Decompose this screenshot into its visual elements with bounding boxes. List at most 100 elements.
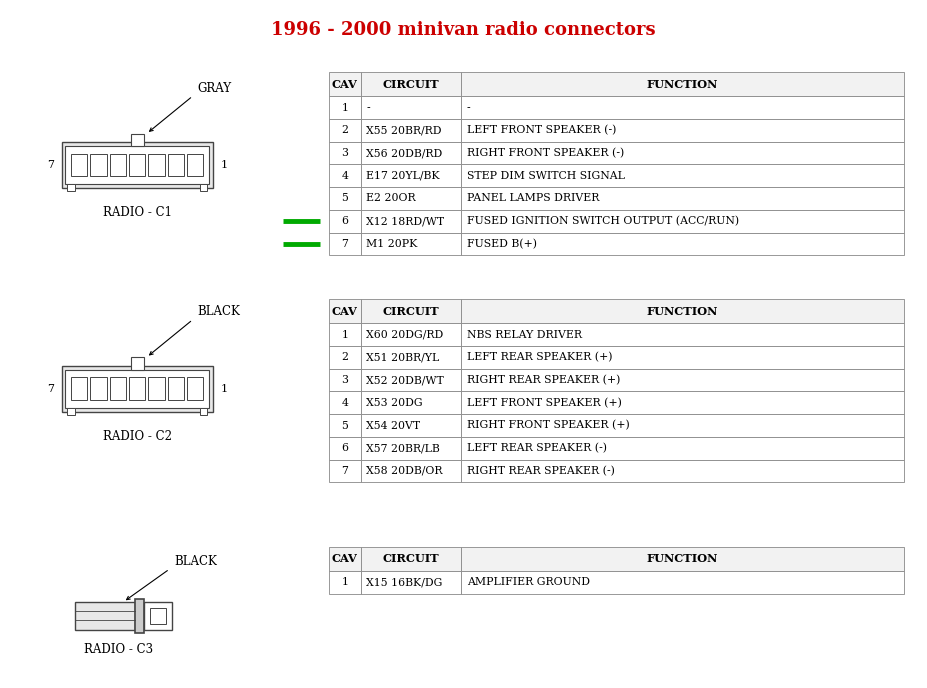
Bar [361, 346, 462, 369]
Text: RADIO - C3: RADIO - C3 [84, 643, 153, 656]
Bar [187, 153, 203, 176]
Bar [462, 164, 904, 187]
Text: E2 20OR: E2 20OR [366, 193, 416, 204]
Bar [361, 369, 462, 391]
Text: X55 20BR/RD: X55 20BR/RD [366, 125, 442, 136]
Text: RADIO - C1: RADIO - C1 [103, 206, 171, 219]
Bar [65, 146, 209, 184]
Bar [109, 153, 126, 176]
Bar [329, 210, 361, 233]
Text: GRAY: GRAY [197, 82, 232, 94]
Bar [462, 571, 904, 594]
Text: 1996 - 2000 minivan radio connectors: 1996 - 2000 minivan radio connectors [272, 21, 655, 39]
Bar [61, 366, 212, 411]
Text: 7: 7 [47, 384, 54, 394]
Text: NBS RELAY DRIVER: NBS RELAY DRIVER [467, 330, 582, 340]
Bar [67, 407, 74, 414]
Text: STEP DIM SWITCH SIGNAL: STEP DIM SWITCH SIGNAL [467, 171, 625, 181]
Bar [462, 414, 904, 437]
Bar [329, 414, 361, 437]
Bar [168, 377, 184, 400]
Bar [462, 187, 904, 210]
Bar [462, 210, 904, 233]
Bar [329, 72, 361, 96]
Bar [361, 391, 462, 414]
Bar [65, 370, 209, 407]
Text: X51 20BR/YL: X51 20BR/YL [366, 352, 439, 363]
Bar [329, 437, 361, 460]
Bar [462, 391, 904, 414]
Bar [361, 437, 462, 460]
Bar [329, 547, 361, 571]
Text: -: - [366, 103, 370, 113]
Bar [329, 571, 361, 594]
Text: X12 18RD/WT: X12 18RD/WT [366, 216, 444, 226]
Text: 7: 7 [341, 239, 349, 249]
Bar [462, 233, 904, 255]
Bar [90, 377, 107, 400]
Text: 5: 5 [341, 420, 349, 431]
Bar [329, 164, 361, 187]
Text: RIGHT REAR SPEAKER (+): RIGHT REAR SPEAKER (+) [467, 375, 620, 385]
Text: E17 20YL/BK: E17 20YL/BK [366, 171, 440, 181]
Text: FUNCTION: FUNCTION [647, 306, 718, 316]
Text: CIRCUIT: CIRCUIT [383, 554, 439, 564]
Bar [361, 233, 462, 255]
Bar [462, 72, 904, 96]
Text: 7: 7 [47, 160, 54, 170]
Text: CIRCUIT: CIRCUIT [383, 79, 439, 89]
Bar [361, 187, 462, 210]
Bar [61, 142, 212, 188]
Bar [329, 391, 361, 414]
Text: X58 20DB/OR: X58 20DB/OR [366, 466, 443, 476]
Text: LEFT FRONT SPEAKER (-): LEFT FRONT SPEAKER (-) [467, 125, 616, 136]
Text: -: - [467, 103, 471, 113]
Text: FUSED B(+): FUSED B(+) [467, 239, 537, 249]
Bar [329, 460, 361, 482]
Bar [361, 460, 462, 482]
Bar [329, 323, 361, 346]
Text: LEFT FRONT SPEAKER (+): LEFT FRONT SPEAKER (+) [467, 398, 622, 408]
Text: CAV: CAV [332, 554, 358, 564]
Bar [361, 72, 462, 96]
Text: 4: 4 [341, 398, 349, 408]
Bar [329, 187, 361, 210]
Bar [131, 133, 144, 146]
Text: 1: 1 [220, 160, 227, 170]
Bar [462, 460, 904, 482]
Bar [70, 377, 87, 400]
Bar [131, 358, 144, 370]
Bar [199, 407, 207, 414]
Bar [361, 323, 462, 346]
Text: 5: 5 [341, 193, 349, 204]
Bar [329, 299, 361, 323]
Text: 3: 3 [341, 148, 349, 158]
Text: X54 20VT: X54 20VT [366, 420, 420, 431]
Bar [199, 184, 207, 191]
Text: X56 20DB/RD: X56 20DB/RD [366, 148, 442, 158]
Bar [74, 602, 135, 630]
Bar [329, 96, 361, 119]
Text: X57 20BR/LB: X57 20BR/LB [366, 443, 440, 453]
Text: 2: 2 [341, 125, 349, 136]
Bar [329, 142, 361, 164]
Text: LEFT REAR SPEAKER (+): LEFT REAR SPEAKER (+) [467, 352, 613, 363]
Bar [67, 184, 74, 191]
Text: 1: 1 [341, 103, 349, 113]
Text: CIRCUIT: CIRCUIT [383, 306, 439, 316]
Bar [462, 547, 904, 571]
Text: X60 20DG/RD: X60 20DG/RD [366, 330, 443, 340]
Bar [361, 119, 462, 142]
Bar [148, 377, 165, 400]
Bar [361, 210, 462, 233]
Text: FUSED IGNITION SWITCH OUTPUT (ACC/RUN): FUSED IGNITION SWITCH OUTPUT (ACC/RUN) [467, 216, 739, 226]
Bar [462, 323, 904, 346]
Text: 6: 6 [341, 216, 349, 226]
Text: BLACK: BLACK [197, 305, 240, 318]
Bar [462, 369, 904, 391]
Bar [109, 377, 126, 400]
Bar [148, 153, 165, 176]
Text: 3: 3 [341, 375, 349, 385]
Text: X15 16BK/DG: X15 16BK/DG [366, 577, 442, 588]
Bar [129, 153, 146, 176]
